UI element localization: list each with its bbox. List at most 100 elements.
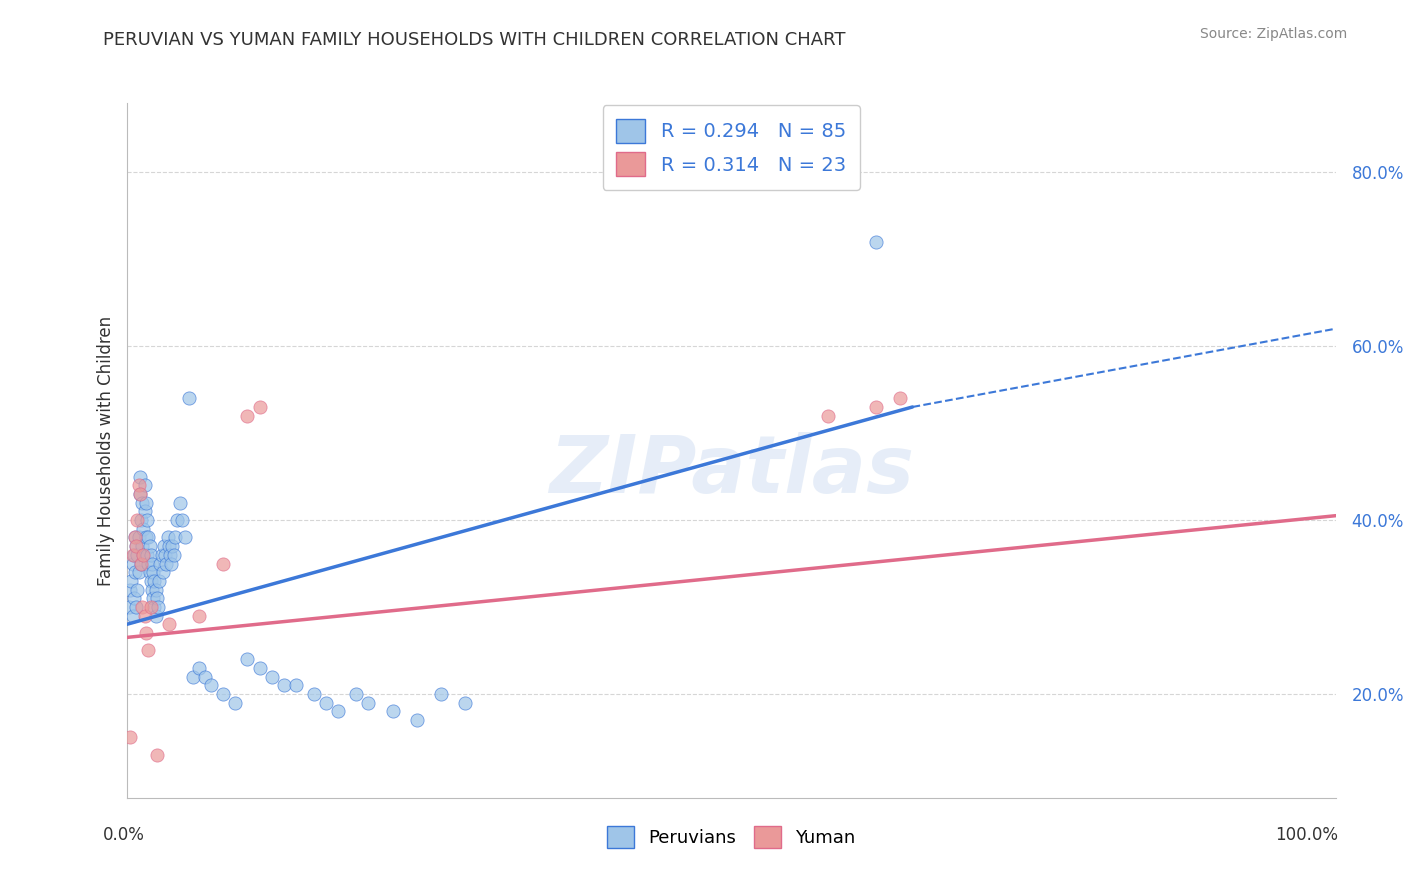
- Point: [120, 582, 142, 597]
- Point: [134, 608, 156, 623]
- Point: [162, 539, 184, 553]
- Point: [169, 496, 191, 510]
- Point: [145, 608, 167, 623]
- Point: [157, 539, 180, 553]
- Point: [249, 400, 271, 414]
- Point: [136, 557, 159, 571]
- Point: [865, 235, 887, 249]
- Point: [160, 557, 183, 571]
- Point: [149, 557, 172, 571]
- Point: [129, 557, 152, 571]
- Point: [344, 687, 367, 701]
- Point: [121, 557, 143, 571]
- Point: [128, 478, 150, 492]
- Point: [132, 548, 155, 562]
- Point: [155, 557, 177, 571]
- Point: [122, 591, 145, 606]
- Point: [129, 513, 152, 527]
- Point: [145, 582, 167, 597]
- Point: [139, 574, 162, 588]
- Point: [381, 705, 404, 719]
- Point: [134, 504, 156, 518]
- Point: [150, 548, 173, 562]
- Point: [817, 409, 839, 423]
- Point: [136, 513, 159, 527]
- Point: [141, 557, 163, 571]
- Point: [135, 530, 157, 544]
- Y-axis label: Family Households with Children: Family Households with Children: [97, 316, 115, 585]
- Point: [136, 548, 159, 562]
- Point: [124, 530, 146, 544]
- Point: [128, 469, 150, 483]
- Point: [326, 705, 350, 719]
- Point: [163, 548, 186, 562]
- Point: [125, 599, 148, 614]
- Point: [181, 669, 204, 684]
- Point: [132, 548, 155, 562]
- Point: [132, 522, 155, 536]
- Point: [236, 409, 259, 423]
- Point: [127, 582, 149, 597]
- Point: [173, 530, 195, 544]
- Point: [188, 661, 211, 675]
- Point: [129, 557, 152, 571]
- Point: [273, 678, 295, 692]
- Point: [163, 530, 186, 544]
- Point: [179, 391, 201, 405]
- Point: [135, 626, 157, 640]
- Point: [152, 566, 174, 580]
- Point: [122, 548, 145, 562]
- Point: [142, 591, 165, 606]
- Point: [224, 696, 246, 710]
- Point: [357, 696, 380, 710]
- Point: [249, 661, 271, 675]
- Point: [136, 643, 159, 657]
- Text: 0.0%: 0.0%: [103, 826, 145, 844]
- Point: [166, 513, 188, 527]
- Point: [141, 582, 163, 597]
- Point: [146, 591, 169, 606]
- Point: [138, 539, 160, 553]
- Point: [212, 557, 235, 571]
- Point: [118, 599, 141, 614]
- Point: [135, 496, 157, 510]
- Point: [139, 599, 162, 614]
- Point: [136, 530, 159, 544]
- Point: [148, 574, 170, 588]
- Point: [188, 608, 211, 623]
- Point: [121, 608, 143, 623]
- Point: [157, 617, 180, 632]
- Point: [284, 678, 307, 692]
- Point: [200, 678, 222, 692]
- Point: [153, 539, 176, 553]
- Point: [128, 487, 150, 501]
- Point: [131, 599, 153, 614]
- Point: [212, 687, 235, 701]
- Point: [194, 669, 217, 684]
- Point: [405, 713, 427, 727]
- Point: [139, 548, 162, 562]
- Point: [128, 487, 150, 501]
- Point: [131, 539, 153, 553]
- Point: [120, 731, 142, 745]
- Point: [127, 548, 149, 562]
- Point: [125, 539, 148, 553]
- Point: [138, 566, 160, 580]
- Point: [128, 566, 150, 580]
- Point: [127, 513, 149, 527]
- Point: [430, 687, 453, 701]
- Point: [124, 530, 146, 544]
- Point: [125, 539, 148, 553]
- Point: [146, 599, 169, 614]
- Point: [889, 391, 911, 405]
- Text: Source: ZipAtlas.com: Source: ZipAtlas.com: [1199, 27, 1347, 41]
- Point: [128, 530, 150, 544]
- Point: [315, 696, 337, 710]
- Point: [131, 496, 153, 510]
- Point: [260, 669, 283, 684]
- Point: [143, 574, 166, 588]
- Point: [142, 566, 165, 580]
- Point: [124, 566, 146, 580]
- Point: [302, 687, 325, 701]
- Point: [454, 696, 477, 710]
